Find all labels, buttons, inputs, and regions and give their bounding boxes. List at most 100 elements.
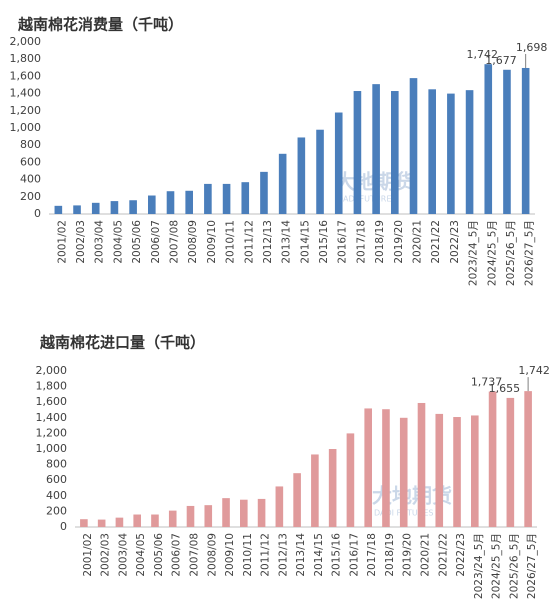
bar (240, 499, 248, 527)
x-tick-label: 2001/02 (82, 533, 94, 577)
bar (311, 454, 319, 527)
x-tick-label: 2005/06 (153, 533, 165, 577)
x-tick-label: 2023/24_5月 (468, 220, 480, 286)
y-tick-label: 0 (34, 207, 41, 220)
x-tick-label: 2002/03 (100, 533, 112, 577)
bar (471, 415, 479, 527)
x-tick-label: 2020/21 (412, 220, 424, 264)
x-tick-label: 2013/14 (295, 533, 307, 577)
bar (506, 397, 515, 527)
chart-title: 越南棉花消费量（千吨） (17, 16, 183, 34)
bar (364, 408, 372, 527)
bar (488, 391, 497, 527)
y-tick-label: 0 (60, 520, 67, 533)
x-tick-label: 2021/22 (430, 220, 442, 264)
x-tick-label: 2005/06 (131, 220, 143, 264)
x-tick-label: 2015/16 (331, 533, 343, 577)
bar (151, 514, 159, 527)
bar (91, 202, 100, 214)
bar (260, 171, 268, 214)
bar (293, 473, 301, 527)
x-tick-label: 2024/25_5月 (486, 220, 498, 286)
bar (453, 417, 461, 527)
x-tick-label: 2003/04 (94, 220, 106, 264)
bar (391, 91, 399, 214)
x-tick-label: 2011/12 (260, 533, 272, 577)
x-tick-label: 2007/08 (169, 220, 181, 264)
bar (372, 84, 380, 214)
bar (278, 153, 287, 214)
bar (110, 201, 119, 214)
x-tick-label: 2026/27_5月 (526, 533, 538, 599)
x-tick-label: 2001/02 (56, 220, 68, 264)
x-tick-label: 2026/27_5月 (524, 220, 536, 286)
data-label: 1,698 (516, 41, 548, 54)
data-label: 1,737 (471, 376, 503, 389)
bar (133, 514, 141, 527)
x-tick-label: 2006/07 (150, 220, 162, 264)
y-tick-label: 1,600 (10, 69, 42, 82)
x-tick-label: 2016/17 (337, 220, 349, 264)
x-tick-label: 2024/25_5月 (491, 533, 503, 599)
bar (73, 205, 81, 214)
x-tick-label: 2019/20 (393, 220, 405, 264)
y-tick-label: 600 (20, 155, 41, 168)
bar (204, 505, 213, 527)
bar (417, 402, 426, 527)
watermark-sub: DADI FUTURES (337, 195, 396, 204)
bar (115, 517, 124, 527)
x-tick-label: 2007/08 (189, 533, 201, 577)
x-tick-label: 2023/24_5月 (473, 533, 485, 599)
y-tick-label: 1,200 (10, 104, 42, 117)
bar (97, 519, 106, 527)
x-tick-label: 2020/21 (420, 533, 432, 577)
y-tick-label: 800 (20, 138, 41, 151)
bar (382, 409, 390, 527)
bar (328, 449, 337, 527)
bar (447, 93, 455, 214)
x-tick-label: 2009/10 (206, 220, 218, 264)
data-label: 1,742 (467, 48, 499, 61)
y-tick-label: 800 (46, 458, 67, 471)
x-tick-label: 2015/16 (318, 220, 330, 264)
y-tick-label: 1,400 (36, 411, 68, 424)
x-tick-label: 2014/15 (299, 220, 311, 264)
bar (222, 498, 230, 527)
x-tick-label: 2018/19 (384, 533, 396, 577)
chart-title: 越南棉花进口量（千吨） (39, 334, 205, 352)
bar (399, 417, 408, 527)
x-tick-label: 2004/05 (112, 220, 124, 264)
bar (257, 498, 266, 527)
bar (148, 195, 156, 214)
bar (168, 510, 177, 527)
bar (521, 67, 530, 214)
y-tick-label: 600 (46, 473, 67, 486)
bar (275, 486, 284, 527)
bar (54, 205, 63, 214)
bar (428, 89, 436, 214)
bar (129, 200, 137, 214)
x-tick-label: 2013/14 (281, 220, 293, 264)
x-tick-label: 2014/15 (313, 533, 325, 577)
y-tick-label: 1,800 (10, 52, 42, 65)
bar (503, 69, 511, 214)
y-tick-label: 1,200 (36, 426, 68, 439)
y-tick-label: 1,400 (10, 87, 42, 100)
y-tick-label: 400 (20, 173, 41, 186)
x-tick-label: 2017/18 (366, 533, 378, 577)
data-label: 1,742 (518, 364, 550, 377)
x-tick-label: 2011/12 (243, 220, 255, 264)
bar (524, 391, 532, 527)
x-tick-label: 2019/20 (402, 533, 414, 577)
bar (465, 90, 474, 214)
bar (435, 413, 444, 527)
y-tick-label: 200 (46, 504, 67, 517)
bar (222, 183, 231, 214)
x-tick-label: 2008/09 (187, 220, 199, 264)
bar (297, 137, 306, 214)
bar (185, 190, 193, 214)
x-tick-label: 2003/04 (117, 533, 129, 577)
y-tick-label: 400 (46, 489, 67, 502)
x-tick-label: 2022/23 (455, 533, 467, 577)
